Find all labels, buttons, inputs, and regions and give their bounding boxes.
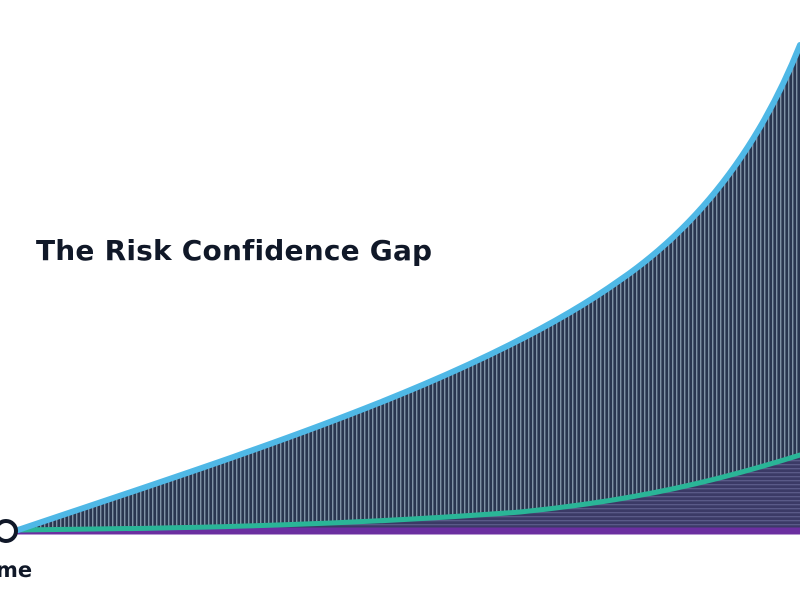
origin-marker — [0, 519, 18, 543]
time-axis-label: me — [0, 558, 33, 582]
diagram-title: The Risk Confidence Gap — [36, 234, 433, 267]
confidence-area — [18, 455, 800, 531]
risk-gap-area — [18, 45, 800, 530]
risk-curve — [15, 42, 800, 533]
confidence-curve — [15, 452, 800, 533]
